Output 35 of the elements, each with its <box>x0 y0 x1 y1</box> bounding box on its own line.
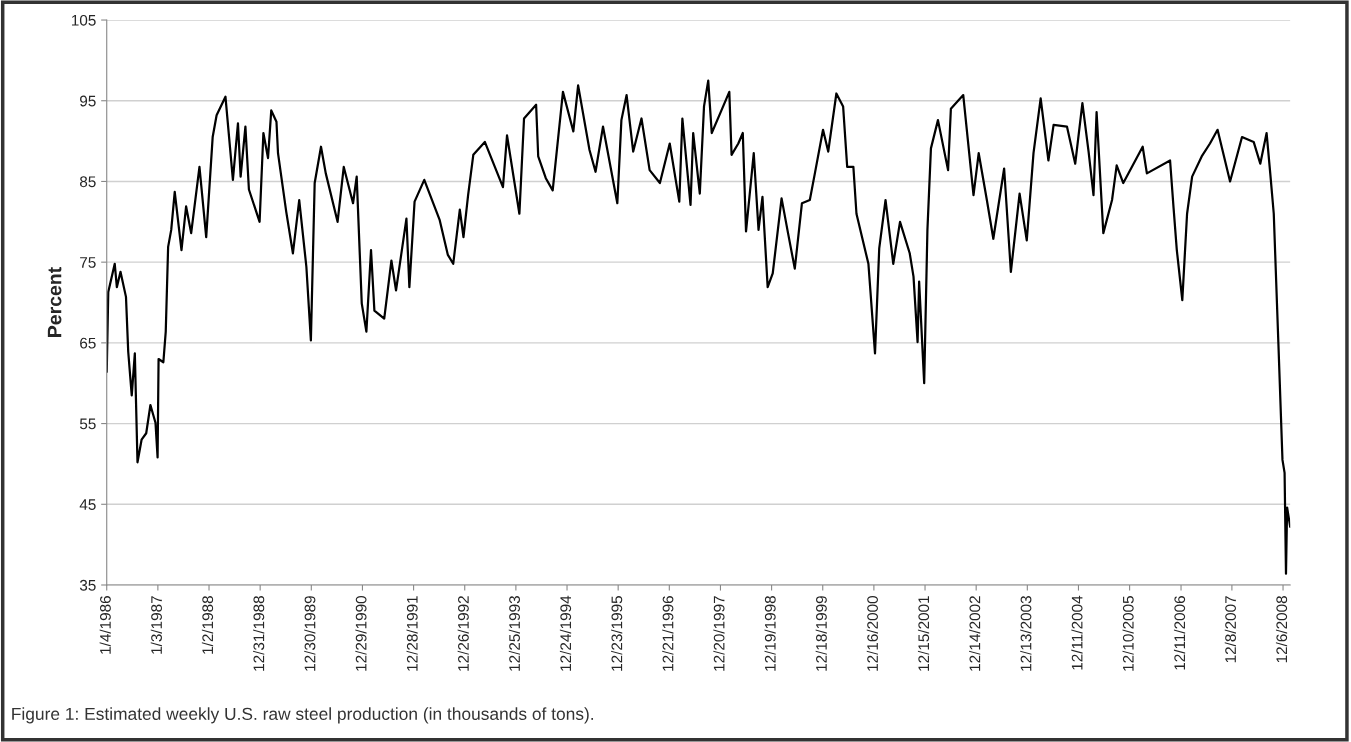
y-tick-label: 75 <box>80 257 96 268</box>
x-tick-label: 12/26/1992 <box>457 596 469 671</box>
caption: Figure 1: Estimated weekly U.S. raw steel production (in thousands of tons). <box>12 707 594 724</box>
x-tick-label: 12/15/2001 <box>917 596 930 671</box>
y-tick-label: 55 <box>79 418 96 430</box>
x-tick-label: 1/4/1986 <box>99 596 111 654</box>
x-tick-label: 12/14/2002 <box>969 596 981 671</box>
x-tick-label: 12/21/1996 <box>662 596 674 671</box>
x-tick-label: 12/19/1998 <box>764 596 776 671</box>
y-tick-label: 35 <box>79 579 96 591</box>
x-tick-label: 1/2/1988 <box>201 596 214 654</box>
x-tick-label: 12/6/2008 <box>1275 596 1288 663</box>
y-tick-label: 95 <box>80 95 96 107</box>
y-tick-label: 45 <box>79 499 96 510</box>
x-tick-label: 12/8/2007 <box>1224 596 1236 663</box>
x-tick-label: 12/24/1994 <box>559 595 572 671</box>
x-tick-label: 12/20/1997 <box>713 596 725 671</box>
x-tick-label: 12/28/1991 <box>406 596 418 671</box>
x-tick-label: 12/18/1999 <box>815 596 827 671</box>
x-tick-label: 12/16/2000 <box>866 596 878 671</box>
line-series <box>106 79 1291 575</box>
y-tick-label: 85 <box>79 176 96 188</box>
y-tick-label: 105 <box>71 14 96 26</box>
x-tick-label: 12/29/1990 <box>355 596 367 671</box>
x-tick-label: 12/30/1989 <box>304 596 316 671</box>
x-tick-label: 12/31/1988 <box>253 596 265 671</box>
x-tick-label: 12/10/2005 <box>1122 596 1134 671</box>
y-tick-label: 65 <box>80 337 96 349</box>
x-tick-label: 12/13/2003 <box>1020 596 1032 671</box>
x-tick-label: 12/11/2006 <box>1173 596 1186 670</box>
x-tick-label: 12/11/2004 <box>1071 595 1083 670</box>
x-tick-label: 12/25/1993 <box>508 596 520 671</box>
x-tick-label: 1/3/1987 <box>150 596 162 654</box>
x-tick-label: 12/23/1995 <box>611 596 623 671</box>
y-axis-title: Percent <box>47 267 62 337</box>
